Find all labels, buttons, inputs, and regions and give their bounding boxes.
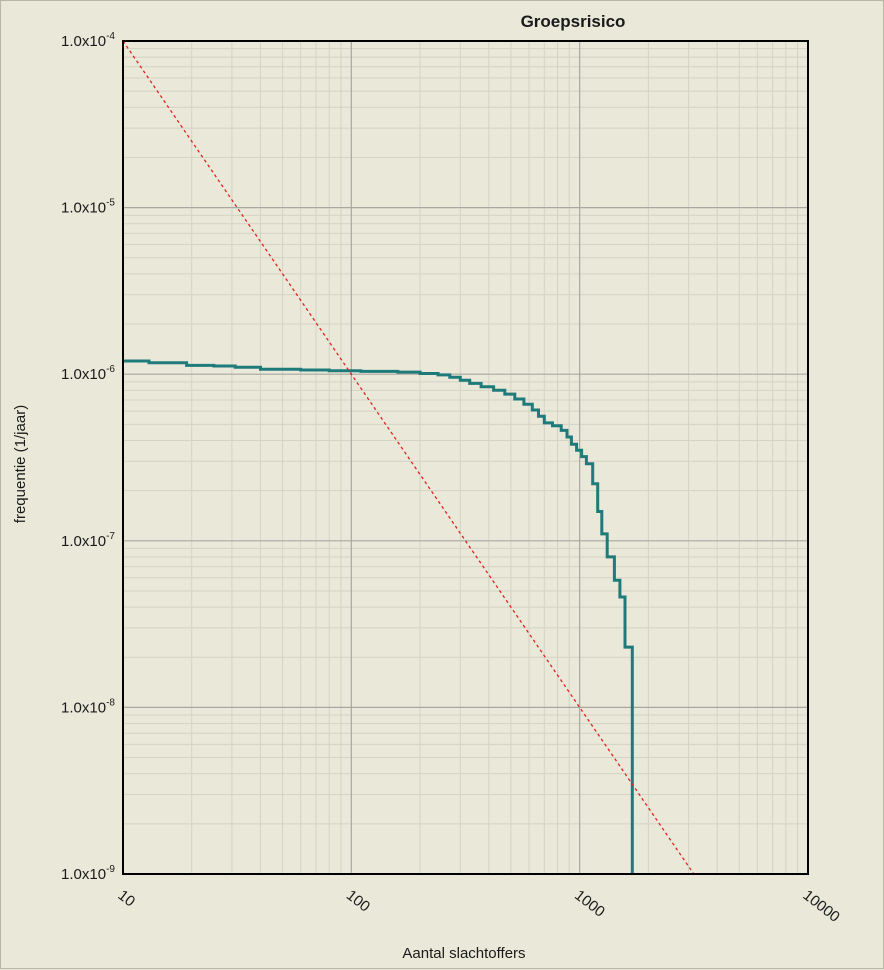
x-tick-label: 100 — [343, 887, 373, 916]
y-tick-label: 1.0x10-4 — [61, 31, 115, 50]
y-tick-label: 1.0x10-7 — [61, 531, 115, 550]
y-tick-label: 1.0x10-9 — [61, 864, 115, 883]
y-axis-label: frequentie (1/jaar) — [12, 405, 29, 523]
orientation-line-series — [122, 40, 695, 875]
x-tick-label: 1000 — [571, 887, 608, 921]
y-tick-label: 1.0x10-8 — [61, 697, 115, 716]
x-tick-label: 10 — [115, 887, 139, 911]
y-tick-labels: 1.0x10-4 1.0x10-5 1.0x10-6 1.0x10-7 1.0x10-8… — [61, 31, 115, 883]
x-axis-label: Aantal slachtoffers — [402, 945, 525, 962]
grid-minor — [123, 41, 808, 874]
x-tick-label: 10000 — [800, 887, 843, 926]
fn-curve-series — [123, 359, 634, 874]
x-tick-labels: 10 100 1000 10000 — [115, 887, 843, 926]
y-tick-label: 1.0x10-5 — [61, 198, 115, 217]
plot-area — [123, 41, 808, 874]
chart-title: Groepsrisico — [521, 12, 626, 31]
series-layer — [122, 40, 695, 875]
y-tick-label: 1.0x10-6 — [61, 364, 115, 383]
plot-border — [122, 40, 809, 875]
